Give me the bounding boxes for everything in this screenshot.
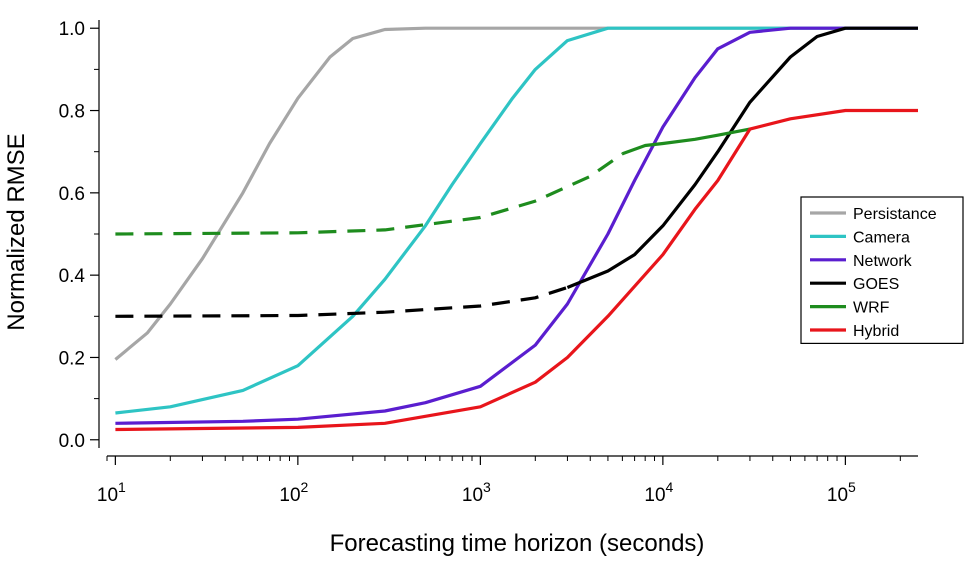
series-line-goes-dashed: [115, 285, 568, 318]
series-line-network-solid: [115, 26, 918, 425]
legend-item: GOES: [810, 276, 899, 293]
series-line-wrf-solid: [621, 127, 751, 156]
x-tick-label: 102: [279, 479, 308, 506]
series-camera: [115, 26, 918, 415]
legend-box: [800, 196, 964, 344]
y-axis-title: Normalized RMSE: [3, 133, 30, 330]
y-tick-label: 0.8: [59, 102, 85, 123]
legend: Persistance Camera Network GOES WRF Hybrid: [800, 196, 964, 344]
series-line-hybrid-solid: [115, 108, 918, 432]
legend-label: Network: [853, 253, 913, 270]
x-tick-label: 101: [97, 479, 126, 506]
legend-label: Camera: [853, 229, 910, 246]
legend-item: WRF: [810, 300, 890, 317]
x-tick-label: 103: [462, 479, 491, 506]
series-hybrid: [115, 108, 918, 432]
series-persistance: [114, 26, 918, 361]
y-tick-label: 1.0: [59, 19, 85, 40]
legend-label: Persistance: [853, 206, 937, 223]
y-tick-label: 0.2: [59, 348, 85, 369]
x-tick-label: 104: [644, 479, 673, 506]
y-tick-label: 0.4: [59, 266, 86, 287]
y-tick-label: 0.0: [59, 431, 85, 452]
x-axis-title: Forecasting time horizon (seconds): [330, 530, 705, 557]
legend-item: Camera: [810, 229, 910, 246]
series-wrf: [115, 127, 751, 236]
y-axis: 0.0 0.2 0.4 0.6 0.8 1.0: [59, 19, 100, 452]
x-tick-label: 105: [827, 479, 856, 506]
legend-label: GOES: [853, 276, 899, 293]
series-line-wrf-dashed: [115, 152, 624, 236]
legend-item: Persistance: [810, 206, 937, 223]
y-tick-label: 0.6: [59, 184, 85, 205]
series-line-camera-solid: [115, 26, 918, 415]
legend-item: Network: [810, 253, 913, 270]
plot-area: [114, 26, 918, 432]
legend-label: WRF: [853, 300, 890, 317]
x-axis: 101 102 103 104 105: [97, 455, 918, 506]
series-network: [115, 26, 918, 425]
legend-label: Hybrid: [853, 323, 899, 340]
series-line-persistance-solid: [114, 26, 918, 361]
series-goes: [115, 26, 918, 318]
legend-item: Hybrid: [810, 323, 899, 340]
series-line-goes-solid: [566, 26, 918, 289]
